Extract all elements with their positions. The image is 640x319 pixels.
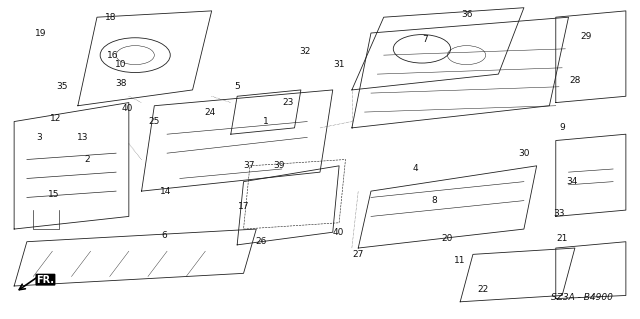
Text: 1: 1	[263, 117, 269, 126]
Text: 18: 18	[105, 13, 116, 22]
Text: 34: 34	[566, 177, 577, 186]
Text: 9: 9	[559, 123, 565, 132]
Text: 30: 30	[518, 149, 530, 158]
Text: 16: 16	[107, 51, 118, 60]
Text: 27: 27	[353, 250, 364, 259]
Text: 2: 2	[84, 155, 90, 164]
Text: 14: 14	[160, 187, 172, 196]
Text: 3: 3	[36, 133, 42, 142]
Text: 5: 5	[234, 82, 240, 91]
Text: 23: 23	[282, 98, 294, 107]
Text: 4: 4	[413, 165, 419, 174]
Text: 38: 38	[115, 79, 127, 88]
Text: 39: 39	[273, 161, 284, 170]
Text: 35: 35	[56, 82, 68, 91]
Text: 28: 28	[569, 76, 580, 85]
Text: 26: 26	[256, 237, 267, 246]
Text: 17: 17	[238, 203, 250, 211]
Text: 8: 8	[432, 196, 438, 205]
Text: 37: 37	[243, 161, 254, 170]
Text: 19: 19	[35, 28, 47, 38]
Text: 13: 13	[77, 133, 89, 142]
Text: 10: 10	[115, 60, 127, 69]
Text: 29: 29	[580, 32, 592, 41]
Text: SZ3A - B4900: SZ3A - B4900	[551, 293, 613, 302]
Text: 32: 32	[299, 48, 310, 56]
Text: 31: 31	[333, 60, 345, 69]
Text: 33: 33	[553, 209, 564, 218]
Text: 15: 15	[48, 190, 60, 199]
Text: 12: 12	[50, 114, 61, 123]
Text: 24: 24	[205, 108, 216, 116]
Text: 40: 40	[122, 104, 133, 113]
Text: 36: 36	[461, 10, 472, 19]
Text: FR.: FR.	[36, 275, 54, 285]
Text: 21: 21	[556, 234, 568, 243]
Text: 7: 7	[422, 35, 428, 44]
Text: 20: 20	[442, 234, 453, 243]
Text: 40: 40	[332, 228, 344, 237]
Text: 6: 6	[161, 231, 167, 240]
Text: 22: 22	[477, 285, 488, 294]
Text: 11: 11	[454, 256, 466, 265]
Text: 25: 25	[148, 117, 160, 126]
